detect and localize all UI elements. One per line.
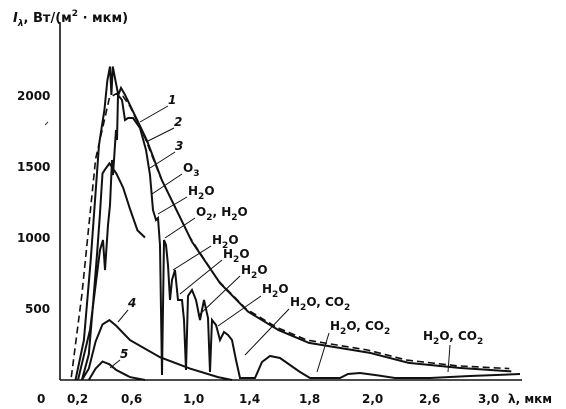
curve-label-1: 1	[168, 93, 176, 107]
x-tick-label: 2,6	[419, 392, 440, 406]
absorption-label-h2o-co2-1: H2O, CO2	[244, 295, 350, 356]
stray-mark	[44, 121, 49, 126]
absorption-label-h2o-4: H2O	[197, 263, 268, 317]
series-line-2	[74, 66, 512, 381]
leader-line	[117, 309, 129, 323]
x-tick-label: 2,0	[362, 392, 383, 406]
absorption-label-h2o-co2-2: H2O, CO2	[316, 319, 390, 373]
y-axis-label-subscript: λ	[17, 19, 24, 29]
svg-text:O2, H2O: O2, H2O	[196, 205, 248, 223]
svg-text:H2O: H2O	[262, 282, 289, 300]
absorption-label-h2o-5: H2O	[217, 282, 289, 327]
series-layer	[70, 66, 512, 381]
absorption-label-o2-h2o: O2, H2O	[164, 205, 248, 239]
y-tick-label: 500	[25, 302, 50, 316]
absorption-label-o3: O3	[151, 161, 199, 195]
svg-text:H2O, CO2: H2O, CO2	[330, 319, 390, 337]
y-tick-label: 1500	[17, 160, 50, 174]
y-axis-label-symbol: I	[13, 11, 18, 26]
svg-text:H2O: H2O	[188, 184, 215, 202]
absorption-label-h2o-2: H2O	[172, 233, 239, 271]
absorption-label-h2o-co2-3: H2O, CO2	[423, 329, 483, 373]
leader-line	[139, 105, 169, 123]
leader-line	[109, 359, 121, 369]
curve-label-4: 4	[127, 296, 136, 310]
x-tick-label: 3,0	[478, 392, 499, 406]
curve-label-5: 5	[120, 347, 128, 361]
svg-text:O3: O3	[183, 161, 199, 179]
y-tick-label: 1000	[17, 231, 50, 245]
curve-label-3: 3	[175, 139, 183, 153]
leader-line	[145, 127, 175, 143]
svg-text:H2O: H2O	[241, 263, 268, 281]
x-axis-label: λ, мкм	[508, 392, 552, 406]
svg-text:H2O, CO2: H2O, CO2	[290, 295, 350, 313]
y-axis-label-units: , Вт/(м	[24, 11, 72, 26]
svg-text:H2O: H2O	[223, 247, 250, 265]
leader-line	[149, 151, 176, 169]
y-axis-label-power: 2	[72, 9, 78, 19]
curve-label-2: 2	[174, 115, 182, 129]
x-tick-label: 0	[37, 392, 45, 406]
y-tick-label: 2000	[17, 89, 50, 103]
svg-text:H2O, CO2: H2O, CO2	[423, 329, 483, 347]
absorption-label-h2o-3: H2O	[179, 247, 250, 295]
y-axis-label-units-end: · мкм)	[78, 11, 128, 26]
svg-text:H2O: H2O	[212, 233, 239, 251]
series-line-4	[81, 318, 233, 381]
x-tick-label: 1,4	[239, 392, 260, 406]
x-tick-label: 1,8	[299, 392, 320, 406]
absorbed-spectrum-curve	[77, 92, 521, 381]
series-line-5	[87, 360, 146, 381]
absorption-label-h2o-1: H2O	[157, 184, 215, 215]
x-tick-label: 1,0	[183, 392, 204, 406]
y-axis-label: Iλ, Вт/(м2 · мкм)	[13, 9, 128, 29]
x-tick-label: 0,2	[67, 392, 88, 406]
x-tick-label: 0,6	[121, 392, 142, 406]
